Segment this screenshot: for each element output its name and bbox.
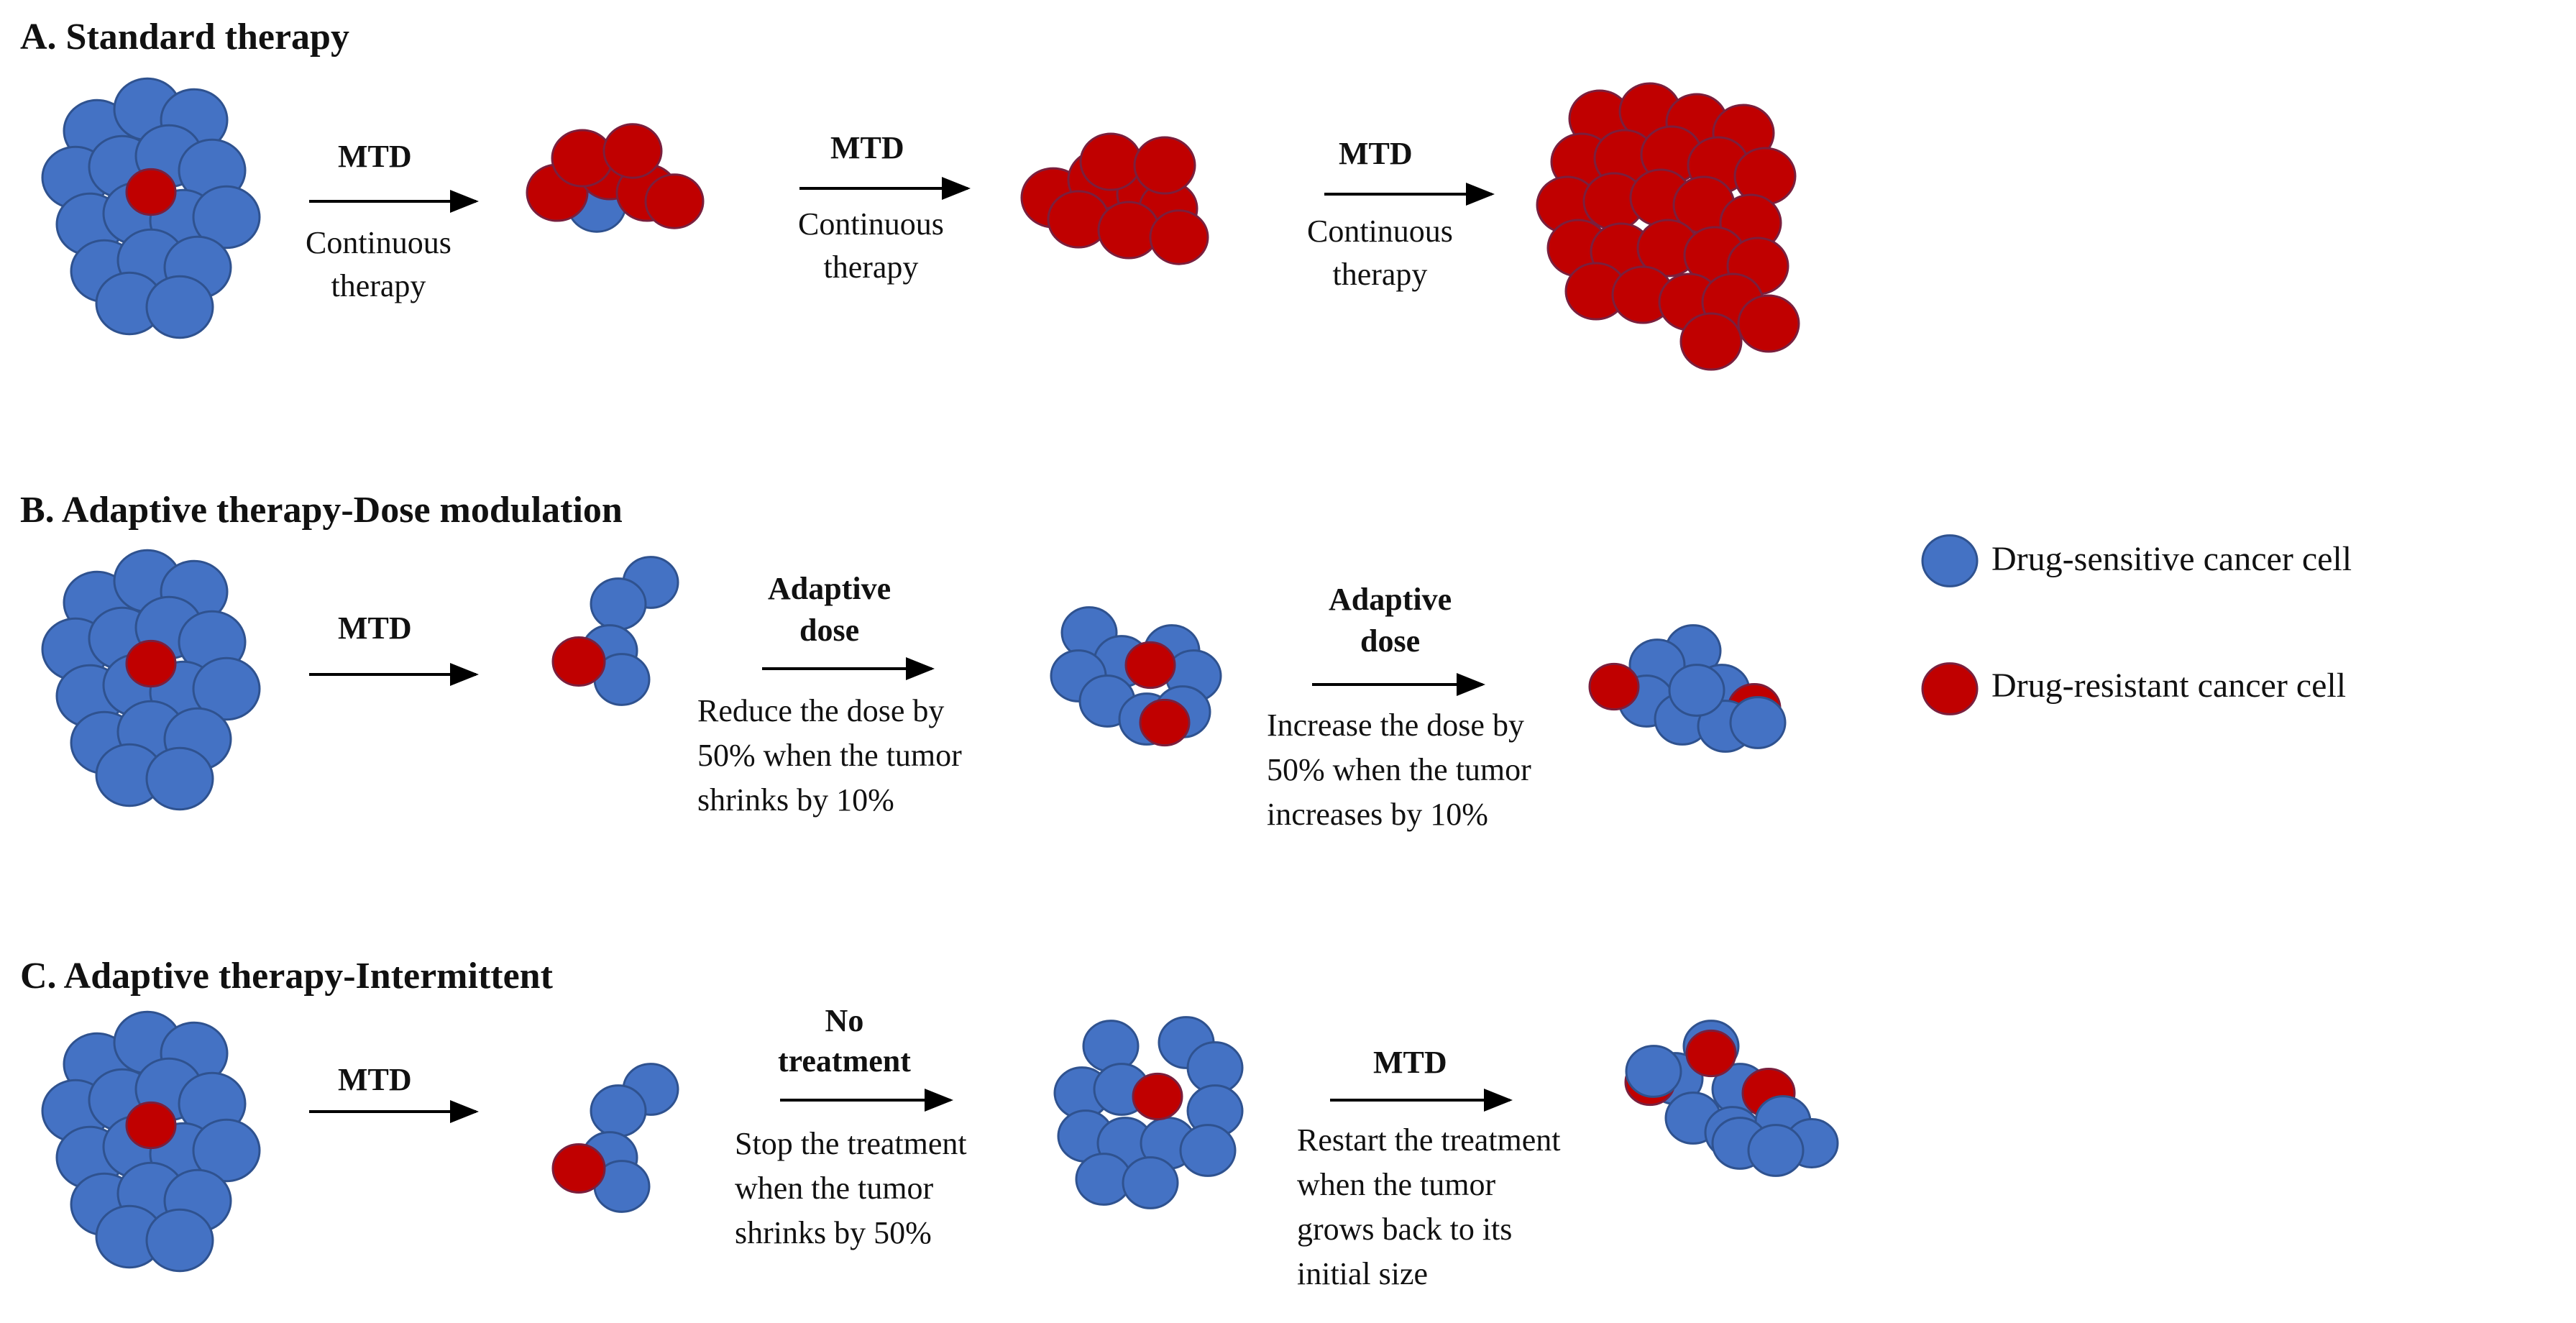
legend-resistant-icon	[1921, 662, 1979, 715]
note-line: increases by 10%	[1267, 797, 1488, 832]
drug-sensitive-cell	[192, 656, 261, 721]
drug-sensitive-cell	[145, 1208, 214, 1273]
drug-sensitive-cell	[1729, 696, 1787, 749]
section-a-initial-tumor	[41, 77, 261, 339]
section-c-tumor-2	[551, 1063, 679, 1213]
drug-resistant-cell	[1132, 1072, 1183, 1121]
section-a-step3-note: Continuous therapy	[1307, 210, 1453, 296]
drug-resistant-cell	[644, 173, 705, 229]
drug-sensitive-cell	[145, 746, 214, 811]
section-b-tumor-4	[1588, 624, 1787, 753]
section-a-tumor-2	[526, 123, 705, 233]
drug-resistant-cell	[551, 1143, 606, 1194]
note-line: 50% when the tumor	[1267, 752, 1531, 787]
note-line: grows back to its	[1297, 1212, 1513, 1247]
drug-resistant-cell	[1124, 641, 1176, 690]
label-line: treatment	[778, 1043, 911, 1079]
drug-resistant-cell	[1139, 698, 1191, 747]
note-line: Continuous	[306, 225, 452, 260]
note-line: Increase the dose by	[1267, 708, 1524, 743]
drug-resistant-cell	[125, 639, 177, 688]
note-line: when the tumor	[735, 1171, 934, 1206]
section-b-step3-label: Adaptive dose	[1329, 579, 1452, 662]
drug-resistant-cell	[551, 636, 606, 687]
drug-sensitive-cell	[1122, 1156, 1179, 1209]
section-a-title: A. Standard therapy	[20, 17, 349, 58]
section-b-step3-note: Increase the dose by 50% when the tumor …	[1267, 703, 1531, 837]
drug-resistant-cell	[1588, 662, 1640, 711]
note-line: Continuous	[1307, 214, 1453, 249]
section-a-tumor-3	[1020, 132, 1209, 265]
section-c-tumor-4	[1624, 1020, 1839, 1177]
section-a-step2-label: MTD	[830, 130, 904, 165]
drug-resistant-cell	[125, 168, 177, 216]
section-b-initial-tumor	[41, 549, 261, 811]
drug-resistant-cell	[1097, 201, 1160, 260]
label-line: Adaptive	[1329, 582, 1452, 617]
note-line: shrinks by 10%	[697, 782, 894, 818]
section-b-step2-label: Adaptive dose	[768, 568, 891, 651]
section-a-step2-note: Continuous therapy	[798, 203, 944, 289]
drug-resistant-cell	[602, 123, 663, 179]
section-c-title: C. Adaptive therapy-Intermittent	[20, 956, 553, 997]
legend-resistant-label: Drug-resistant cancer cell	[1991, 667, 2347, 705]
note-line: Stop the treatment	[735, 1126, 967, 1161]
label-line: Adaptive	[768, 571, 891, 606]
section-b-step2-note: Reduce the dose by 50% when the tumor sh…	[697, 689, 962, 823]
drug-resistant-cell	[551, 129, 614, 188]
note-line: therapy	[823, 250, 919, 285]
drug-resistant-cell	[1149, 209, 1209, 265]
section-c-step3-note: Restart the treatment when the tumor gro…	[1297, 1118, 1561, 1296]
legend-sensitive-label: Drug-sensitive cancer cell	[1991, 540, 2352, 578]
drug-sensitive-cell	[590, 577, 647, 631]
drug-sensitive-cell	[1668, 664, 1725, 717]
drug-resistant-cell	[1133, 136, 1196, 195]
note-line: Reduce the dose by	[697, 693, 945, 728]
legend-sensitive-icon	[1921, 534, 1979, 587]
section-b-tumor-3	[1050, 606, 1222, 747]
note-line: therapy	[331, 268, 426, 303]
section-b-title: B. Adaptive therapy-Dose modulation	[20, 490, 623, 531]
note-line: when the tumor	[1297, 1167, 1496, 1202]
drug-sensitive-cell	[1179, 1124, 1237, 1177]
drug-sensitive-cell	[590, 1084, 647, 1137]
drug-sensitive-cell	[192, 1118, 261, 1183]
section-c-step2-note: Stop the treatment when the tumor shrink…	[735, 1122, 967, 1255]
drug-sensitive-cell	[1747, 1124, 1805, 1177]
section-c-initial-tumor	[41, 1010, 261, 1273]
section-a-step1-note: Continuous therapy	[306, 221, 452, 308]
section-a-step3-label: MTD	[1339, 136, 1413, 171]
section-c-step2-label: No treatment	[778, 1001, 911, 1081]
section-c-tumor-3	[1053, 1016, 1244, 1209]
note-line: 50% when the tumor	[697, 738, 962, 773]
note-line: Continuous	[798, 206, 944, 242]
section-a-step1-label: MTD	[338, 139, 412, 174]
note-line: Restart the treatment	[1297, 1122, 1561, 1158]
label-line: No	[825, 1003, 864, 1038]
drug-resistant-cell	[1685, 1029, 1737, 1078]
section-b-step1-label: MTD	[338, 610, 412, 646]
section-a-tumor-4	[1536, 82, 1800, 371]
note-line: shrinks by 50%	[735, 1215, 932, 1250]
drug-resistant-cell	[1679, 312, 1743, 371]
drug-sensitive-cell	[1625, 1045, 1682, 1098]
section-c-step1-label: MTD	[338, 1062, 412, 1097]
section-c-step3-label: MTD	[1373, 1045, 1447, 1080]
drug-sensitive-cell	[145, 275, 214, 339]
note-line: initial size	[1297, 1256, 1429, 1291]
drug-sensitive-cell	[192, 185, 261, 250]
drug-resistant-cell	[1079, 132, 1142, 191]
drug-resistant-cell	[1737, 294, 1800, 353]
section-b-tumor-2	[551, 556, 679, 706]
label-line: dose	[799, 613, 860, 648]
label-line: dose	[1360, 623, 1421, 659]
note-line: therapy	[1332, 257, 1428, 292]
drug-resistant-cell	[125, 1101, 177, 1150]
